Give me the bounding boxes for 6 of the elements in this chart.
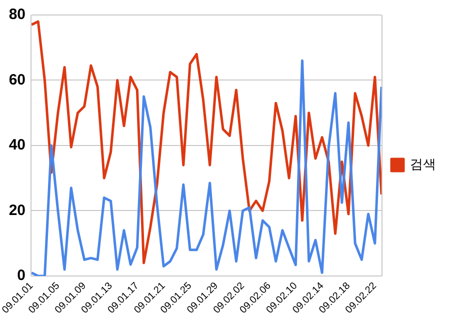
legend-label: 검색 [410, 157, 436, 172]
y-tick-label: 40 [8, 136, 26, 154]
y-tick-label: 0 [17, 267, 26, 284]
y-tick-label: 80 [8, 6, 26, 24]
y-tick-label: 60 [8, 71, 26, 88]
y-tick-label: 20 [8, 202, 26, 219]
